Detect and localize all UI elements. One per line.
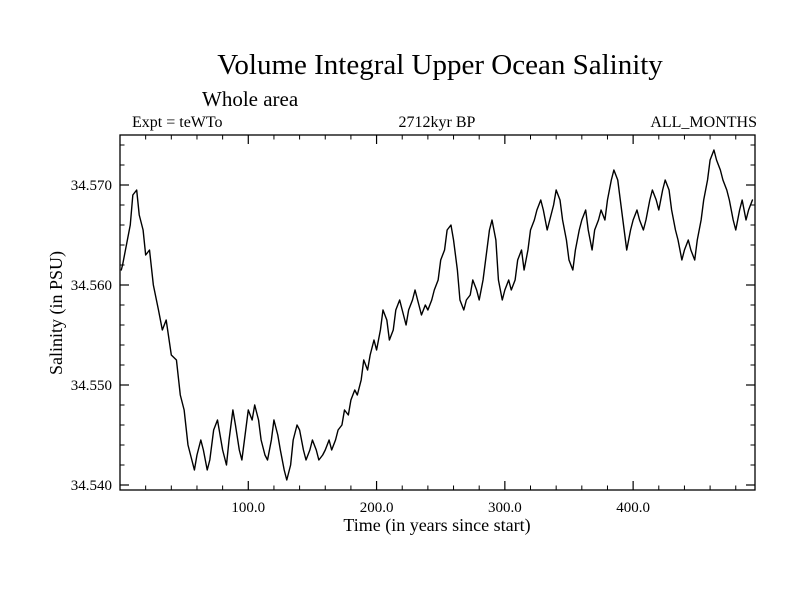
plot-border: [119, 134, 756, 491]
x-tick-label: 400.0: [616, 500, 650, 516]
experiment-label: Expt = teWTo: [132, 114, 223, 131]
y-tick-label: 34.550: [71, 378, 112, 394]
months-label: ALL_MONTHS: [650, 114, 757, 131]
y-tick-label: 34.570: [71, 178, 112, 194]
y-tick-label: 34.560: [71, 278, 112, 294]
y-axis-title: Salinity (in PSU): [46, 251, 67, 375]
x-tick-label: 300.0: [488, 500, 522, 516]
epoch-label: 2712kyr BP: [399, 114, 476, 131]
chart-title: Volume Integral Upper Ocean Salinity: [217, 49, 663, 81]
x-axis-title: Time (in years since start): [343, 515, 530, 536]
x-tick-label: 200.0: [360, 500, 394, 516]
chart-subtitle: Whole area: [202, 87, 299, 111]
salinity-series-line: [120, 149, 754, 481]
x-tick-label: 100.0: [231, 500, 265, 516]
plot-area: 100.0 200.0 300.0 400.0 34.540 34.550 34.560 34…: [71, 134, 756, 516]
y-tick-label: 34.540: [71, 478, 112, 494]
